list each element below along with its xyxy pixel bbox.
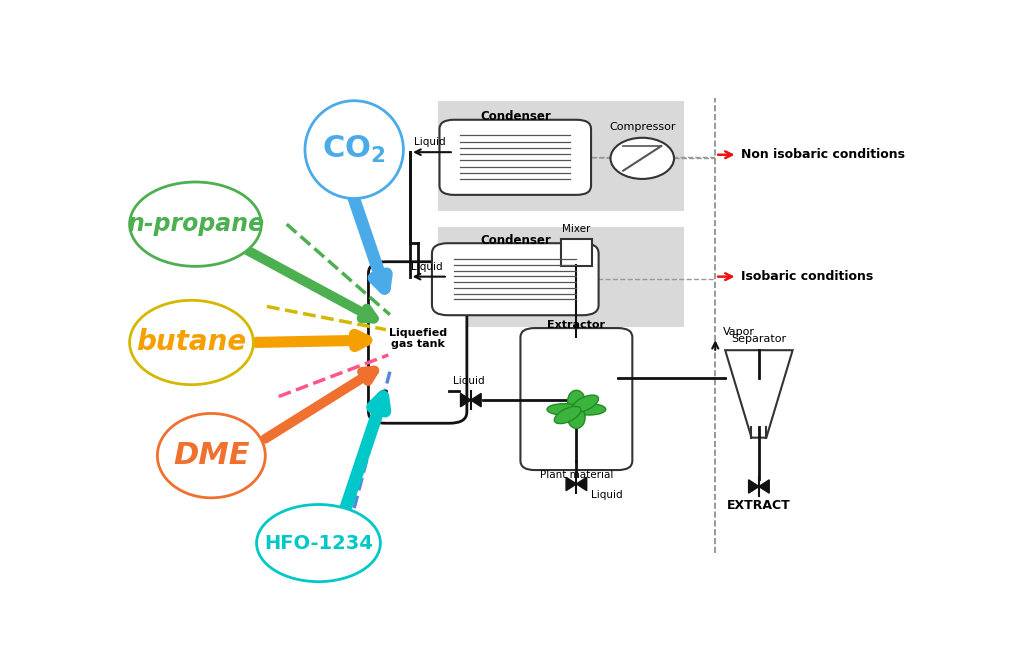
Text: Condenser: Condenser [480, 110, 551, 123]
Polygon shape [759, 480, 769, 493]
Polygon shape [461, 393, 471, 407]
Text: Compressor: Compressor [609, 122, 676, 132]
Ellipse shape [567, 390, 585, 412]
FancyBboxPatch shape [439, 120, 591, 195]
Text: Non isobaric conditions: Non isobaric conditions [740, 148, 904, 161]
Ellipse shape [572, 403, 606, 415]
Ellipse shape [554, 406, 581, 424]
Ellipse shape [130, 182, 261, 267]
Ellipse shape [130, 301, 253, 385]
Polygon shape [437, 101, 684, 211]
Text: Isobaric conditions: Isobaric conditions [740, 270, 872, 283]
Polygon shape [749, 480, 759, 493]
Text: Plant material: Plant material [540, 470, 613, 480]
Text: DME: DME [173, 441, 250, 470]
Text: Liquefied
gas tank: Liquefied gas tank [388, 327, 446, 349]
Text: EXTRACT: EXTRACT [727, 500, 791, 512]
Polygon shape [471, 393, 481, 407]
Text: Vapor: Vapor [723, 327, 756, 337]
Ellipse shape [567, 407, 585, 428]
Text: Extractor: Extractor [548, 320, 605, 330]
FancyBboxPatch shape [560, 239, 592, 266]
FancyBboxPatch shape [520, 328, 633, 470]
Polygon shape [566, 477, 577, 490]
Circle shape [610, 138, 674, 179]
Text: Condenser: Condenser [480, 234, 551, 247]
Ellipse shape [305, 101, 403, 198]
Text: n-propane: n-propane [127, 212, 264, 236]
Text: Mixer: Mixer [562, 224, 591, 234]
FancyBboxPatch shape [432, 243, 599, 315]
Ellipse shape [257, 504, 380, 582]
FancyBboxPatch shape [369, 262, 467, 424]
Ellipse shape [158, 413, 265, 498]
Polygon shape [437, 226, 684, 327]
Text: butane: butane [136, 329, 247, 357]
Polygon shape [725, 350, 793, 438]
Text: Liquid: Liquid [412, 261, 443, 271]
Text: Liquid: Liquid [591, 490, 623, 500]
Ellipse shape [547, 403, 581, 415]
Text: HFO-1234: HFO-1234 [264, 534, 373, 552]
Polygon shape [577, 477, 587, 490]
Ellipse shape [571, 395, 598, 412]
Text: Liquid: Liquid [415, 137, 445, 147]
Text: $\mathbf{CO_2}$: $\mathbf{CO_2}$ [323, 134, 386, 165]
Text: Separator: Separator [731, 334, 786, 344]
Text: Liquid: Liquid [454, 376, 485, 386]
